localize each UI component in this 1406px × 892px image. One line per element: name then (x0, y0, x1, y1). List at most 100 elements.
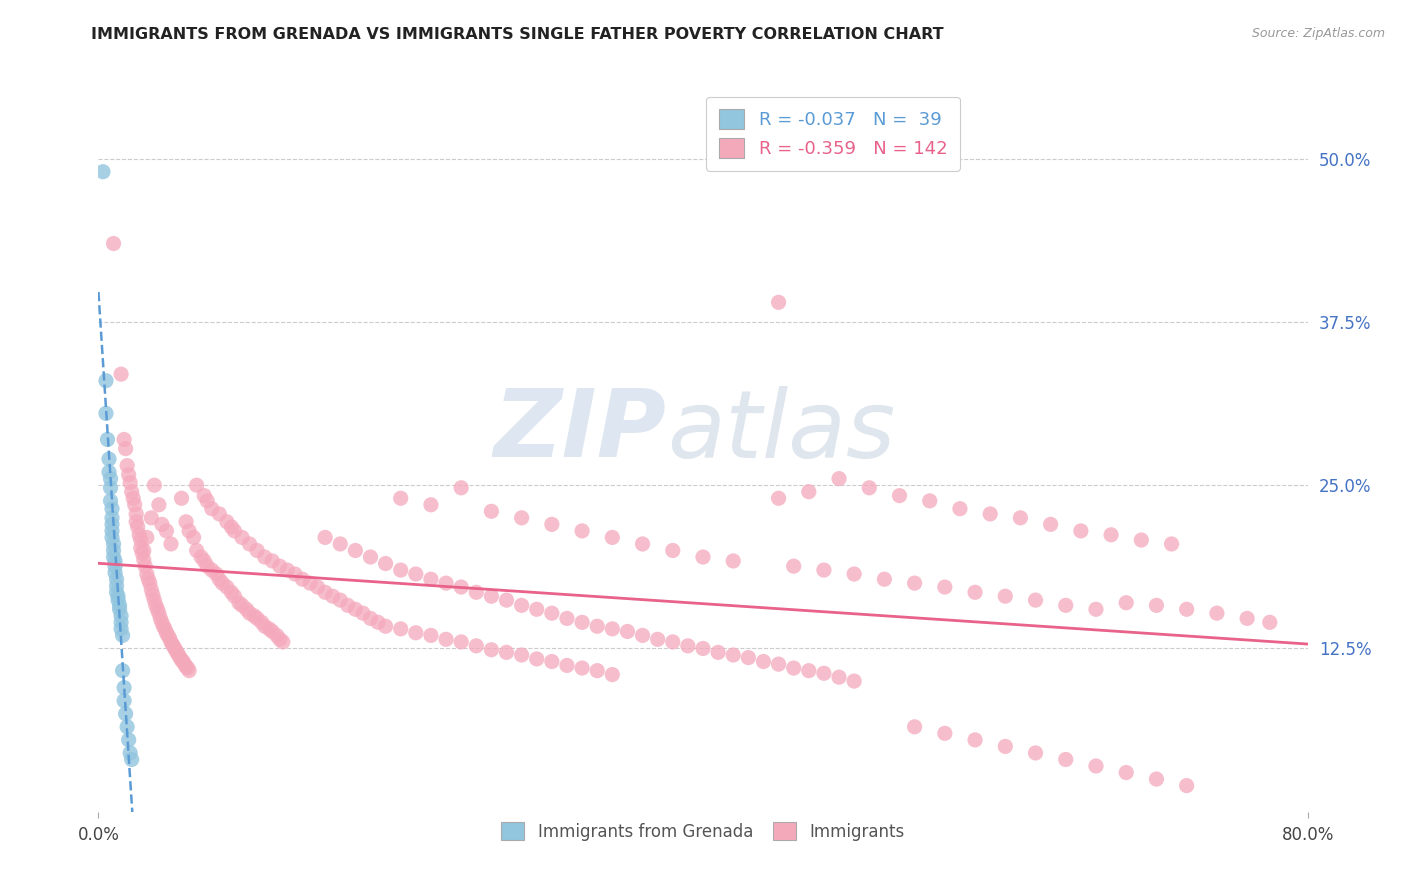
Point (221, 520, 243, 534)
Point (215, 580, 238, 594)
Point (224, 589, 246, 603)
Point (844, 567, 866, 582)
Point (481, 504, 503, 518)
Point (1236, 611, 1258, 625)
Point (104, 566, 127, 580)
Point (495, 593, 517, 607)
Point (510, 511, 533, 525)
Point (299, 576, 322, 591)
Point (1039, 517, 1062, 532)
Text: ZIP: ZIP (494, 385, 666, 477)
Point (105, 572, 128, 586)
Point (389, 491, 412, 506)
Point (150, 615, 173, 630)
Point (174, 515, 197, 529)
Point (124, 498, 146, 512)
Point (1024, 593, 1046, 607)
Text: Source: ZipAtlas.com: Source: ZipAtlas.com (1251, 27, 1385, 40)
Point (434, 632, 457, 647)
Point (170, 653, 193, 667)
Point (540, 655, 562, 669)
Point (172, 655, 194, 669)
Point (107, 589, 129, 603)
Point (195, 559, 218, 574)
Point (253, 549, 276, 564)
Point (571, 615, 593, 630)
Point (118, 732, 141, 747)
Point (141, 582, 163, 597)
Point (142, 588, 165, 602)
Point (783, 559, 806, 574)
Point (201, 501, 224, 516)
Point (108, 599, 131, 613)
Point (661, 543, 683, 558)
Point (1085, 759, 1108, 773)
Point (1054, 599, 1077, 613)
Point (934, 726, 956, 740)
Point (101, 517, 124, 532)
Point (195, 494, 218, 508)
Point (1258, 615, 1281, 630)
Point (647, 632, 669, 647)
Point (336, 599, 359, 613)
Point (103, 236, 125, 251)
Point (692, 641, 714, 656)
Point (768, 491, 790, 506)
Point (257, 622, 280, 636)
Point (121, 752, 143, 766)
Point (1206, 606, 1229, 620)
Point (450, 635, 472, 649)
Point (112, 681, 135, 695)
Point (844, 674, 866, 689)
Point (160, 537, 183, 551)
Point (141, 511, 163, 525)
Point (115, 458, 138, 473)
Point (165, 642, 187, 657)
Point (262, 554, 284, 568)
Point (98, 452, 121, 467)
Point (121, 484, 143, 499)
Point (143, 478, 166, 492)
Point (167, 648, 190, 662)
Text: IMMIGRANTS FROM GRENADA VS IMMIGRANTS SINGLE FATHER POVERTY CORRELATION CHART: IMMIGRANTS FROM GRENADA VS IMMIGRANTS SI… (91, 27, 943, 42)
Point (235, 602, 257, 616)
Point (201, 563, 224, 577)
Point (768, 657, 790, 672)
Point (314, 530, 336, 544)
Point (155, 625, 177, 640)
Point (173, 657, 195, 672)
Point (211, 576, 233, 591)
Point (571, 524, 593, 538)
Point (153, 622, 176, 636)
Point (150, 517, 173, 532)
Point (873, 572, 896, 586)
Point (98, 465, 121, 479)
Point (797, 664, 820, 678)
Point (193, 554, 215, 568)
Point (723, 554, 745, 568)
Point (246, 543, 269, 558)
Point (495, 645, 517, 659)
Point (159, 631, 181, 645)
Point (108, 602, 131, 616)
Point (389, 622, 412, 636)
Point (602, 667, 624, 681)
Point (105, 585, 128, 599)
Point (136, 572, 159, 586)
Point (107, 593, 129, 607)
Point (125, 515, 148, 529)
Point (135, 567, 157, 582)
Point (190, 549, 212, 564)
Point (110, 608, 132, 623)
Point (555, 611, 578, 625)
Point (100, 472, 122, 486)
Point (752, 655, 775, 669)
Point (104, 554, 127, 568)
Point (148, 498, 170, 512)
Point (103, 549, 125, 564)
Point (329, 593, 352, 607)
Point (269, 632, 291, 647)
Point (179, 664, 201, 678)
Point (571, 661, 593, 675)
Point (979, 507, 1001, 521)
